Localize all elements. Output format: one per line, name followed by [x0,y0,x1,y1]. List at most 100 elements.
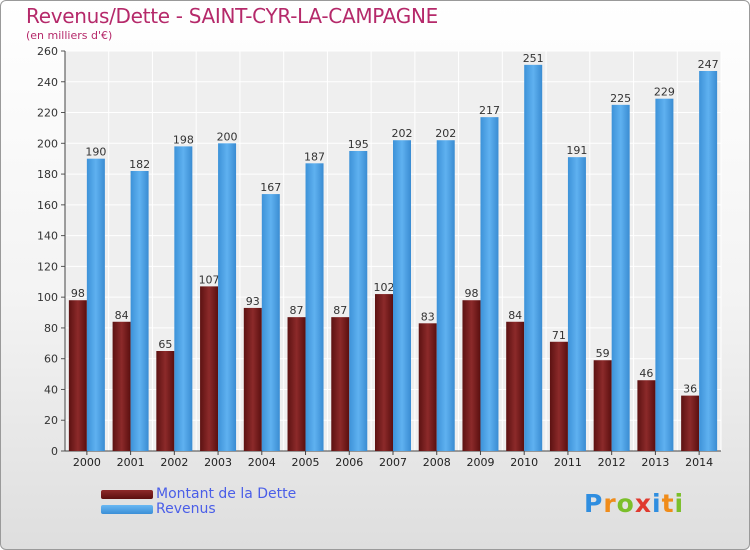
x-tick-label: 2002 [160,456,188,469]
bar-debt [681,395,700,451]
legend-label-revenue: Revenus [156,501,216,517]
bar-revenue [349,151,368,451]
logo-letter: P [584,489,604,518]
chart-subtitle: (en milliers d'€) [26,29,113,42]
x-tick-label: 2010 [510,456,538,469]
bar-debt [68,300,87,451]
logo-letter: t [661,489,675,518]
bar-debt [287,317,306,451]
data-label-revenue: 190 [85,146,106,159]
data-label-debt: 87 [333,304,347,317]
bar-revenue [174,146,193,451]
data-label-revenue: 225 [610,92,631,105]
legend-swatch-revenue [101,505,153,514]
data-label-debt: 83 [421,310,435,323]
bar-revenue [567,157,586,451]
bar-revenue [611,104,630,451]
legend-swatch-debt [101,490,153,499]
data-label-debt: 59 [596,347,610,360]
y-tick-label: 20 [44,414,58,427]
y-tick-label: 180 [37,168,58,181]
data-label-debt: 36 [683,383,697,396]
x-tick-label: 2012 [598,456,626,469]
legend-label-debt: Montant de la Dette [156,486,297,502]
x-tick-label: 2004 [248,456,276,469]
y-tick-label: 40 [44,383,58,396]
logo-letter: i [674,489,685,518]
data-label-revenue: 247 [698,58,719,71]
data-label-revenue: 202 [435,127,456,140]
x-tick-label: 2014 [685,456,713,469]
bar-revenue [261,194,280,452]
data-label-debt: 102 [374,281,395,294]
x-tick-label: 2008 [423,456,451,469]
data-label-debt: 84 [508,309,522,322]
data-label-revenue: 182 [129,158,150,171]
data-label-debt: 93 [246,295,260,308]
bar-debt [243,307,262,451]
logo-letter: i [652,489,662,518]
bar-revenue [305,163,324,452]
data-label-debt: 84 [115,309,129,322]
data-label-revenue: 195 [348,138,369,151]
x-tick-label: 2005 [292,456,320,469]
y-tick-label: 200 [37,137,58,150]
proxiti-logo: Proxiti [584,489,684,518]
bar-debt [375,294,393,451]
bar-revenue [655,98,674,451]
data-label-revenue: 202 [392,127,413,140]
data-label-debt: 71 [552,329,566,342]
y-tick-label: 160 [37,199,58,212]
data-label-debt: 98 [464,287,478,300]
data-label-debt: 107 [199,273,220,286]
y-tick-label: 80 [44,322,58,335]
bar-debt [593,360,612,451]
data-label-debt: 87 [290,304,304,317]
x-tick-label: 2009 [466,456,494,469]
x-tick-label: 2001 [117,456,145,469]
data-label-revenue: 167 [260,181,281,194]
y-tick-label: 120 [37,260,58,273]
bar-debt [549,341,568,451]
bar-revenue [130,171,149,451]
bar-revenue [436,140,455,451]
data-label-revenue: 217 [479,104,500,117]
x-tick-label: 2013 [641,456,669,469]
data-label-revenue: 187 [304,150,325,163]
y-tick-label: 240 [37,76,58,89]
x-tick-label: 2011 [554,456,582,469]
data-label-revenue: 251 [523,52,544,65]
logo-letter: r [603,489,617,518]
bar-debt [200,286,219,451]
data-label-revenue: 200 [217,130,238,143]
data-label-revenue: 229 [654,86,675,99]
data-label-debt: 65 [158,338,172,351]
bar-revenue [524,64,543,451]
x-tick-label: 2003 [204,456,232,469]
bar-debt [506,321,525,451]
bar-debt [418,323,437,451]
x-tick-label: 2007 [379,456,407,469]
y-tick-label: 0 [51,445,58,458]
y-tick-label: 100 [37,291,58,304]
logo-letter: x [634,489,652,518]
x-tick-label: 2000 [73,456,101,469]
y-tick-label: 260 [37,45,58,58]
data-label-revenue: 191 [566,144,587,157]
y-tick-label: 220 [37,107,58,120]
y-tick-label: 140 [37,230,58,243]
bar-debt [462,300,481,451]
bar-debt [156,351,175,451]
bar-debt [637,380,656,451]
data-label-revenue: 198 [173,133,194,146]
bar-revenue [480,117,499,452]
bar-revenue [218,143,237,452]
chart-title: Revenus/Dette - SAINT-CYR-LA-CAMPAGNE [26,4,438,28]
logo-letter: o [616,489,635,518]
y-tick-label: 60 [44,353,58,366]
bar-revenue [86,158,105,451]
data-label-debt: 46 [639,367,653,380]
data-label-debt: 98 [71,287,85,300]
